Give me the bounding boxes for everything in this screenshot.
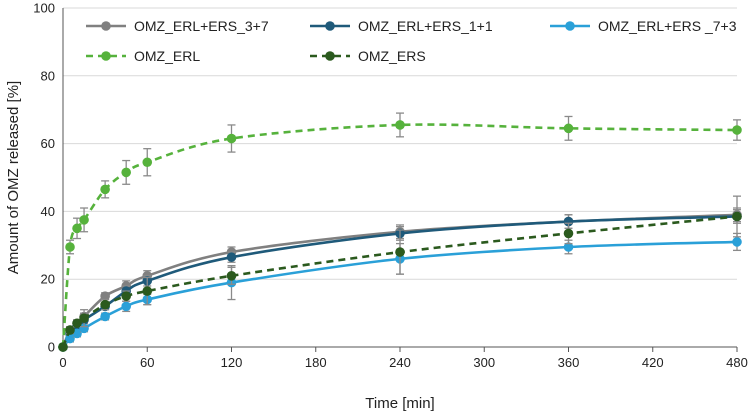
legend-swatch-marker <box>565 21 575 31</box>
legend-item: OMZ_ERS <box>310 48 426 64</box>
x-tick-label: 120 <box>221 355 243 370</box>
data-point <box>65 333 75 344</box>
data-point <box>121 167 131 178</box>
legend: OMZ_ERL+ERS_3+7 OMZ_ERL+ERS_1+1 OMZ_ERL+ER… <box>86 18 737 64</box>
x-tick-label: 0 <box>59 355 66 370</box>
data-point <box>142 286 153 296</box>
legend-label: OMZ_ERL+ERS_3+7 <box>134 18 269 34</box>
series-line <box>61 123 738 348</box>
legend-item: OMZ_ERL+ERS_3+7 <box>86 18 269 34</box>
data-point <box>58 342 68 352</box>
y-tick-label: 60 <box>41 136 55 151</box>
data-point <box>732 237 742 247</box>
data-point <box>226 271 237 281</box>
legend-swatch-marker <box>101 21 111 31</box>
x-axis-label: Time [min] <box>365 395 434 412</box>
data-point <box>395 247 405 257</box>
data-point <box>732 125 742 135</box>
y-tick-label: 20 <box>41 272 55 287</box>
series-omz-ers <box>58 195 742 352</box>
data-point <box>65 242 75 252</box>
series-group <box>58 112 742 352</box>
x-tick-label: 300 <box>473 355 495 370</box>
axes <box>62 8 738 352</box>
x-tick-label: 480 <box>726 355 748 370</box>
legend-label: OMZ_ERS <box>358 48 426 64</box>
data-point <box>79 323 89 334</box>
grid <box>63 7 737 280</box>
legend-swatch-marker <box>101 51 111 61</box>
data-point <box>395 120 405 130</box>
data-point <box>100 291 110 301</box>
data-point <box>100 311 110 322</box>
legend-item: OMZ_ERL+ERS _7+3 <box>550 18 737 34</box>
tick-labels: 0 20 40 60 80 100 0 60 120 180 240 300 360 420 480 <box>33 1 748 371</box>
y-tick-label: 100 <box>33 1 55 16</box>
legend-swatch-marker <box>325 51 335 61</box>
x-tick-label: 420 <box>642 355 664 370</box>
y-tick-label: 40 <box>41 204 55 219</box>
data-point <box>226 133 237 144</box>
y-tick-label: 80 <box>41 68 55 83</box>
data-point <box>563 228 574 239</box>
x-tick-label: 240 <box>389 355 411 370</box>
legend-label: OMZ_ERL+ERS_1+1 <box>358 18 493 34</box>
data-point <box>563 216 574 227</box>
data-point <box>121 301 131 312</box>
x-tick-label: 60 <box>140 355 154 370</box>
data-point <box>72 318 82 329</box>
data-point <box>732 211 742 222</box>
y-axis-label: Amount of OMZ released [%] <box>5 81 22 274</box>
data-point <box>121 291 131 301</box>
y-tick-label: 0 <box>48 340 55 355</box>
data-point <box>79 313 89 323</box>
legend-label: OMZ_ERL+ERS _7+3 <box>598 18 737 34</box>
data-point <box>65 325 75 335</box>
data-point <box>100 299 110 310</box>
legend-item: OMZ_ERL <box>86 48 200 64</box>
data-point <box>563 242 574 252</box>
legend-label: OMZ_ERL <box>134 48 200 64</box>
x-tick-label: 360 <box>558 355 580 370</box>
data-point <box>563 123 574 134</box>
data-point <box>100 184 110 195</box>
legend-item: OMZ_ERL+ERS_1+1 <box>310 18 493 34</box>
data-point <box>72 223 82 234</box>
x-tick-label: 180 <box>305 355 327 370</box>
data-point <box>226 252 237 262</box>
legend-swatch-marker <box>325 21 335 31</box>
data-point <box>142 157 153 168</box>
data-point <box>79 215 89 225</box>
